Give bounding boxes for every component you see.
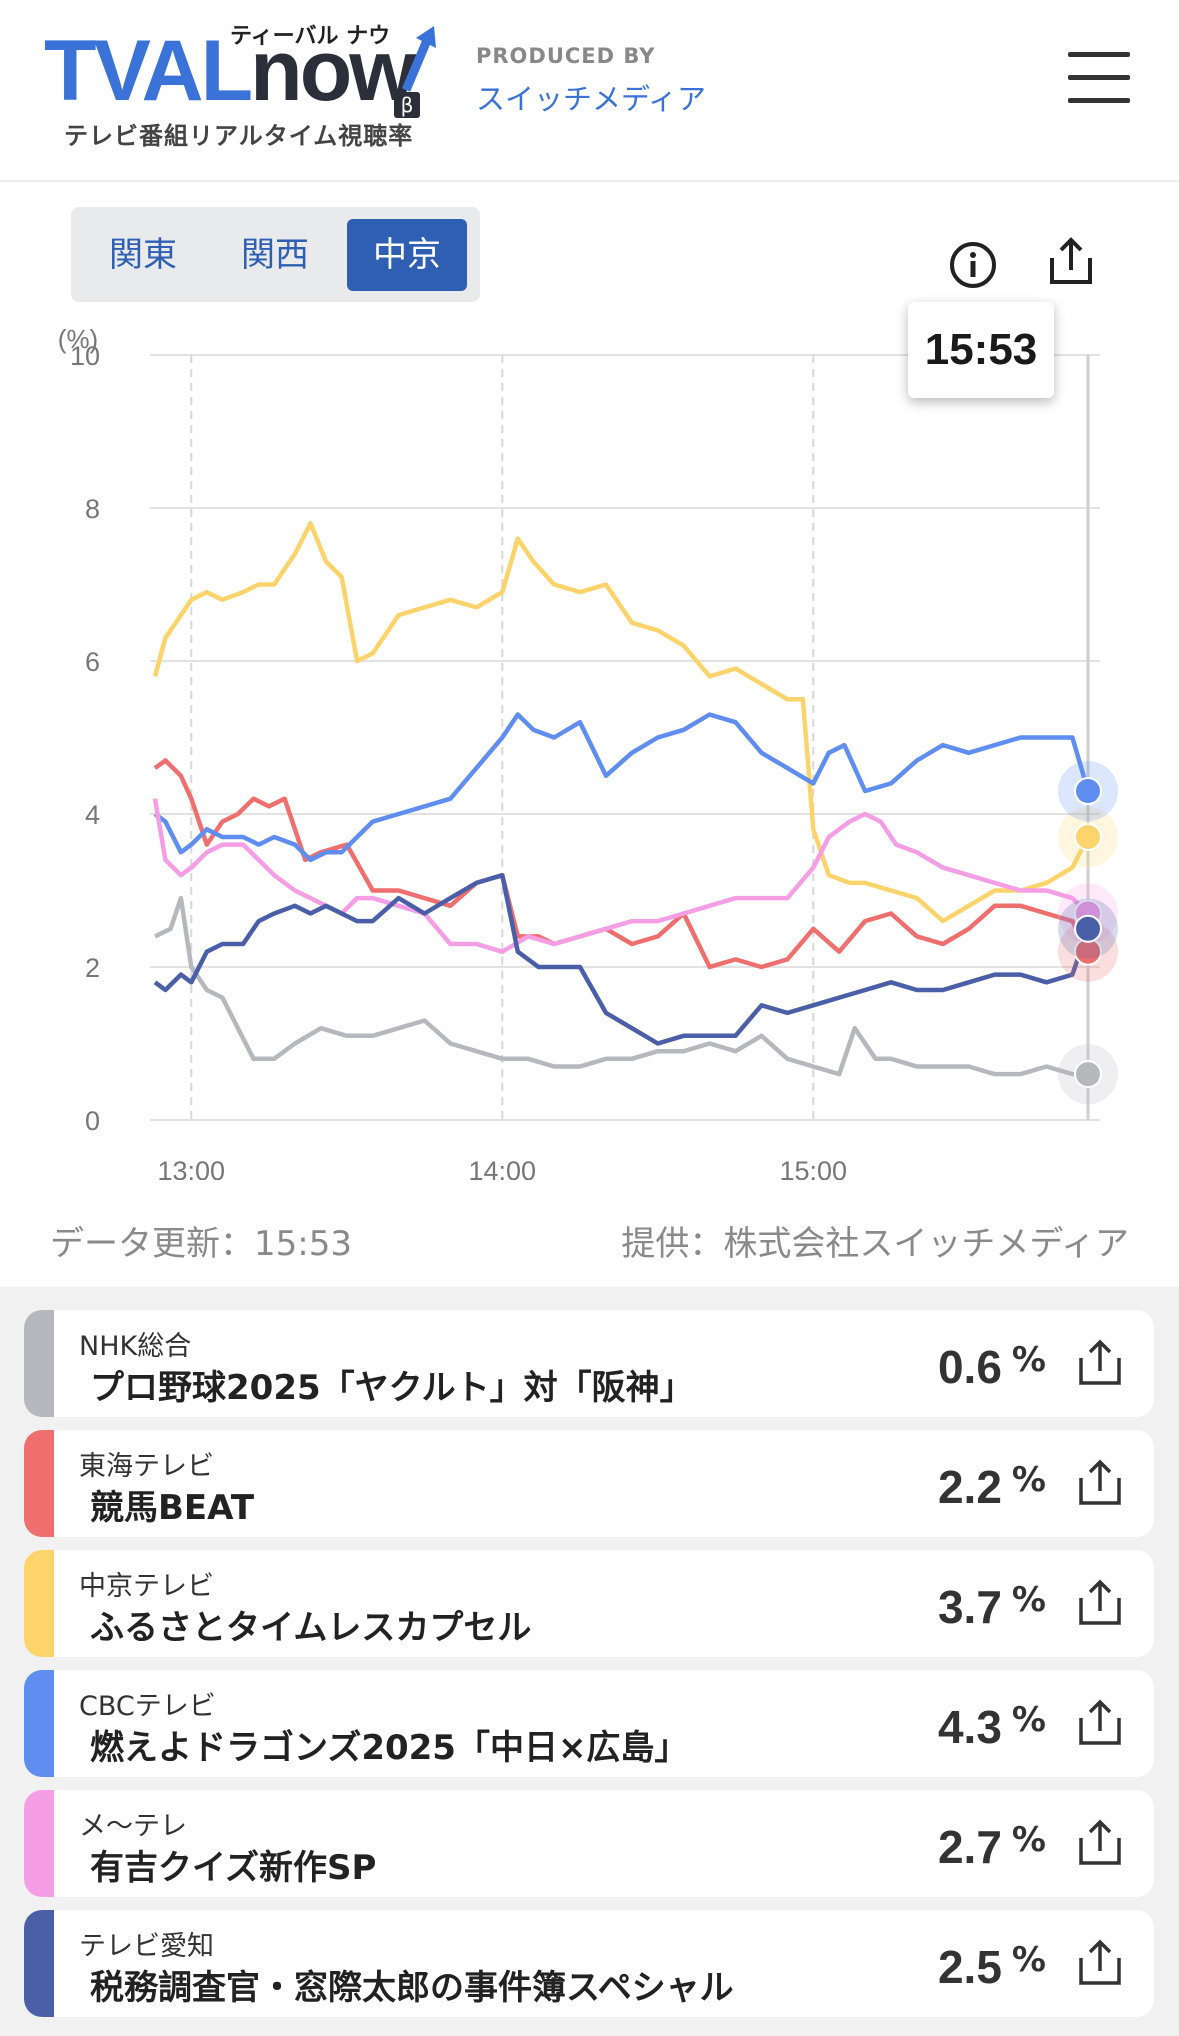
- channel-name: NHK総合: [79, 1331, 192, 1362]
- rating-value: 0.6: [937, 1341, 1002, 1393]
- tab-kansai[interactable]: 関西: [241, 235, 309, 275]
- produced-by-label: PRODUCED BY: [476, 44, 656, 68]
- channel-card[interactable]: 中京テレビふるさとタイムレスカプセル% 3.7: [24, 1550, 1154, 1657]
- rating-value: 2.7: [937, 1821, 1002, 1873]
- channel-name: テレビ愛知: [79, 1931, 214, 1962]
- y-tick-label: 8: [85, 494, 100, 524]
- channel-name: 中京テレビ: [79, 1571, 214, 1602]
- y-tick-label: 4: [85, 800, 100, 830]
- channel-card[interactable]: CBCテレビ燃えよドラゴンズ2025「中日×広島」% 4.3: [24, 1670, 1154, 1777]
- y-axis-unit-label: (%): [58, 324, 98, 354]
- channel-name: CBCテレビ: [79, 1691, 216, 1722]
- channel-color-stripe: [24, 1910, 54, 2017]
- logo-wordmark: TVALnow: [44, 23, 416, 119]
- y-tick-label: 6: [85, 647, 100, 677]
- series-line-3: [153, 712, 1091, 863]
- series-line-5: [153, 872, 1091, 1046]
- program-title: ふるさとタイムレスカプセル: [90, 1608, 532, 1648]
- x-tick-label: 13:00: [157, 1156, 225, 1180]
- hamburger-menu-icon[interactable]: [1068, 52, 1130, 104]
- tab-kanto[interactable]: 関東: [109, 235, 177, 275]
- data-updated-label: データ更新：15:53: [50, 1224, 352, 1264]
- app-header: TVALnow ティーバル ナウ β テレビ番組リアルタイム視聴率 PRODUC…: [0, 0, 1179, 182]
- logo-kana: ティーバル ナウ: [230, 24, 391, 49]
- series-line-4: [152, 798, 1090, 954]
- channel-card[interactable]: メ〜テレ有吉クイズ新作SP% 2.7: [24, 1790, 1154, 1897]
- region-tabs: 関東 関西 中京: [71, 207, 480, 302]
- ratings-chart: 0 2 4 6 8 10(%) 13:00 14:00 15:00: [58, 324, 1118, 1180]
- x-tick-label: 15:00: [779, 1156, 847, 1180]
- rating-value: 3.7: [937, 1581, 1002, 1633]
- rating-value: 4.3: [937, 1701, 1002, 1753]
- series-end-marker-5: [1074, 914, 1102, 943]
- share-icon[interactable]: [1076, 1338, 1124, 1388]
- share-icon[interactable]: [1076, 1818, 1124, 1868]
- channel-color-stripe: [24, 1790, 54, 1897]
- tab-chukyo[interactable]: 中京: [347, 219, 467, 291]
- rating-unit: %: [1011, 1940, 1046, 1980]
- share-icon[interactable]: [1076, 1458, 1124, 1508]
- producer-name[interactable]: スイッチメディア: [476, 82, 706, 116]
- time-tooltip: 15:53: [908, 302, 1054, 398]
- program-title: 税務調査官・窓際太郎の事件簿スペシャル: [90, 1968, 734, 2008]
- channel-card[interactable]: 東海テレビ競馬BEAT% 2.2: [24, 1430, 1154, 1537]
- program-title: 燃えよドラゴンズ2025「中日×広島」: [90, 1728, 689, 1768]
- channel-color-stripe: [24, 1310, 54, 1417]
- share-icon[interactable]: [1076, 1578, 1124, 1628]
- rating-value: 2.2: [937, 1461, 1002, 1513]
- info-icon[interactable]: [948, 240, 998, 290]
- logo-arrow-icon: [401, 26, 436, 92]
- channel-card[interactable]: NHK総合プロ野球2025「ヤクルト」対「阪神」% 0.6: [24, 1310, 1154, 1417]
- series-line-2: [152, 521, 1091, 924]
- share-icon[interactable]: [1046, 236, 1096, 288]
- series-line-0: [154, 895, 1088, 1077]
- rating-unit: %: [1011, 1340, 1046, 1380]
- tvalnow-logo[interactable]: TVALnow ティーバル ナウ β テレビ番組リアルタイム視聴率: [44, 16, 444, 156]
- rating-unit: %: [1011, 1460, 1046, 1500]
- channel-color-stripe: [24, 1670, 54, 1777]
- y-tick-label: 10: [70, 341, 100, 371]
- series-end-marker-0: [1074, 1060, 1102, 1089]
- program-title: プロ野球2025「ヤクルト」対「阪神」: [90, 1368, 694, 1408]
- y-tick-label: 2: [85, 953, 100, 983]
- share-icon[interactable]: [1076, 1938, 1124, 1988]
- channel-card[interactable]: テレビ愛知税務調査官・窓際太郎の事件簿スペシャル% 2.5: [24, 1910, 1154, 2017]
- series-end-marker-2: [1074, 822, 1102, 851]
- rating-unit: %: [1011, 1820, 1046, 1860]
- channel-color-stripe: [24, 1430, 54, 1537]
- logo-beta-badge: β: [394, 92, 420, 118]
- share-icon[interactable]: [1076, 1698, 1124, 1748]
- program-title: 有吉クイズ新作SP: [90, 1848, 377, 1888]
- y-tick-label: 0: [85, 1106, 100, 1136]
- channel-name: 東海テレビ: [79, 1451, 214, 1482]
- provider-label: 提供：株式会社スイッチメディア: [621, 1224, 1129, 1264]
- series-end-marker-3: [1074, 777, 1102, 806]
- channel-color-stripe: [24, 1550, 54, 1657]
- rating-value: 2.5: [937, 1941, 1002, 1993]
- program-title: 競馬BEAT: [90, 1488, 255, 1528]
- channel-name: メ〜テレ: [79, 1811, 187, 1842]
- series-line-1: [153, 758, 1091, 970]
- rating-unit: %: [1011, 1580, 1046, 1620]
- x-tick-label: 14:00: [468, 1156, 536, 1180]
- logo-tagline: テレビ番組リアルタイム視聴率: [64, 122, 414, 150]
- rating-unit: %: [1011, 1700, 1046, 1740]
